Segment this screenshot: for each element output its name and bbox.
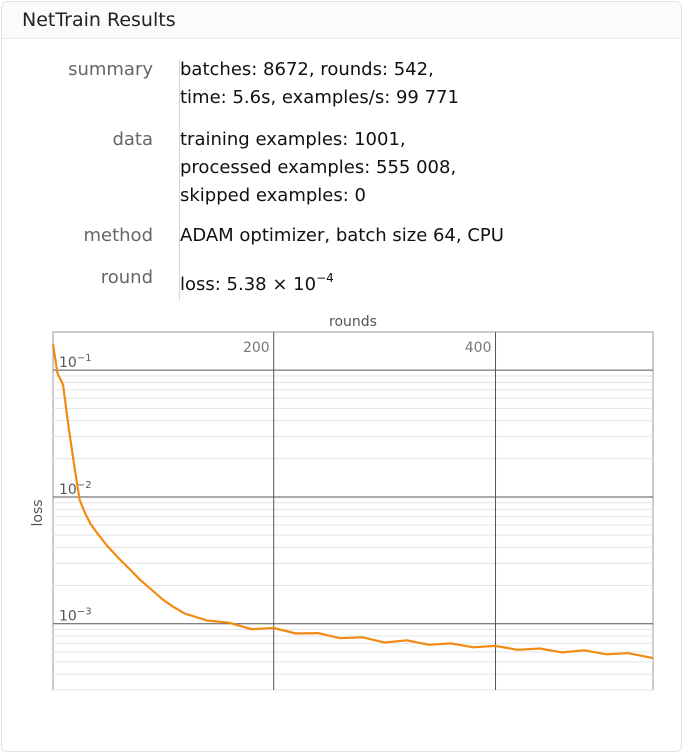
y-tick-label: 10−2 xyxy=(59,480,92,498)
x-tick-label: 400 xyxy=(465,340,492,356)
row-label-round: round xyxy=(100,267,153,288)
method-row: method ADAM optimizer, batch size 64, CP… xyxy=(2,222,681,264)
y-tick-label: 10−1 xyxy=(59,353,92,371)
summary-grid: summary batches: 8672, rounds: 542, time… xyxy=(2,56,681,304)
method-line: ADAM optimizer, batch size 64, CPU xyxy=(180,225,504,246)
plot-frame xyxy=(52,331,654,691)
data-line: skipped examples: 0 xyxy=(180,185,366,206)
summary-divider xyxy=(179,60,180,300)
row-value-data: training examples: 1001, processed examp… xyxy=(166,126,456,210)
round-loss-exponent: −4 xyxy=(316,271,334,285)
data-line: training examples: 1001, xyxy=(180,129,406,150)
loss-chart: 200 400 10−1 10−2 10−3 rounds loss xyxy=(30,314,654,691)
row-label-summary: summary xyxy=(68,59,153,80)
round-loss-text: loss: 5.38 × 10 xyxy=(180,274,317,295)
x-axis-label: rounds xyxy=(329,314,377,330)
row-value-round: loss: 5.38 × 10−4 xyxy=(166,264,334,299)
y-axis-label: loss xyxy=(30,499,46,526)
row-value-summary: batches: 8672, rounds: 542, time: 5.6s, … xyxy=(166,56,459,112)
window-title-bar: NetTrain Results xyxy=(2,2,681,39)
summary-line: time: 5.6s, examples/s: 99 771 xyxy=(180,87,459,108)
row-label-data: data xyxy=(112,129,153,150)
data-line: processed examples: 555 008, xyxy=(180,157,457,178)
loss-series-line xyxy=(51,344,654,660)
row-label-method: method xyxy=(83,225,153,246)
x-tick-label: 200 xyxy=(243,340,270,356)
data-row: data training examples: 1001, processed … xyxy=(2,126,681,222)
row-value-method: ADAM optimizer, batch size 64, CPU xyxy=(166,222,504,250)
summary-row: summary batches: 8672, rounds: 542, time… xyxy=(2,56,681,126)
window-title: NetTrain Results xyxy=(22,9,176,31)
round-row: round loss: 5.38 × 10−4 xyxy=(2,264,681,304)
y-tick-label: 10−3 xyxy=(59,607,92,625)
summary-line: batches: 8672, rounds: 542, xyxy=(180,59,434,80)
